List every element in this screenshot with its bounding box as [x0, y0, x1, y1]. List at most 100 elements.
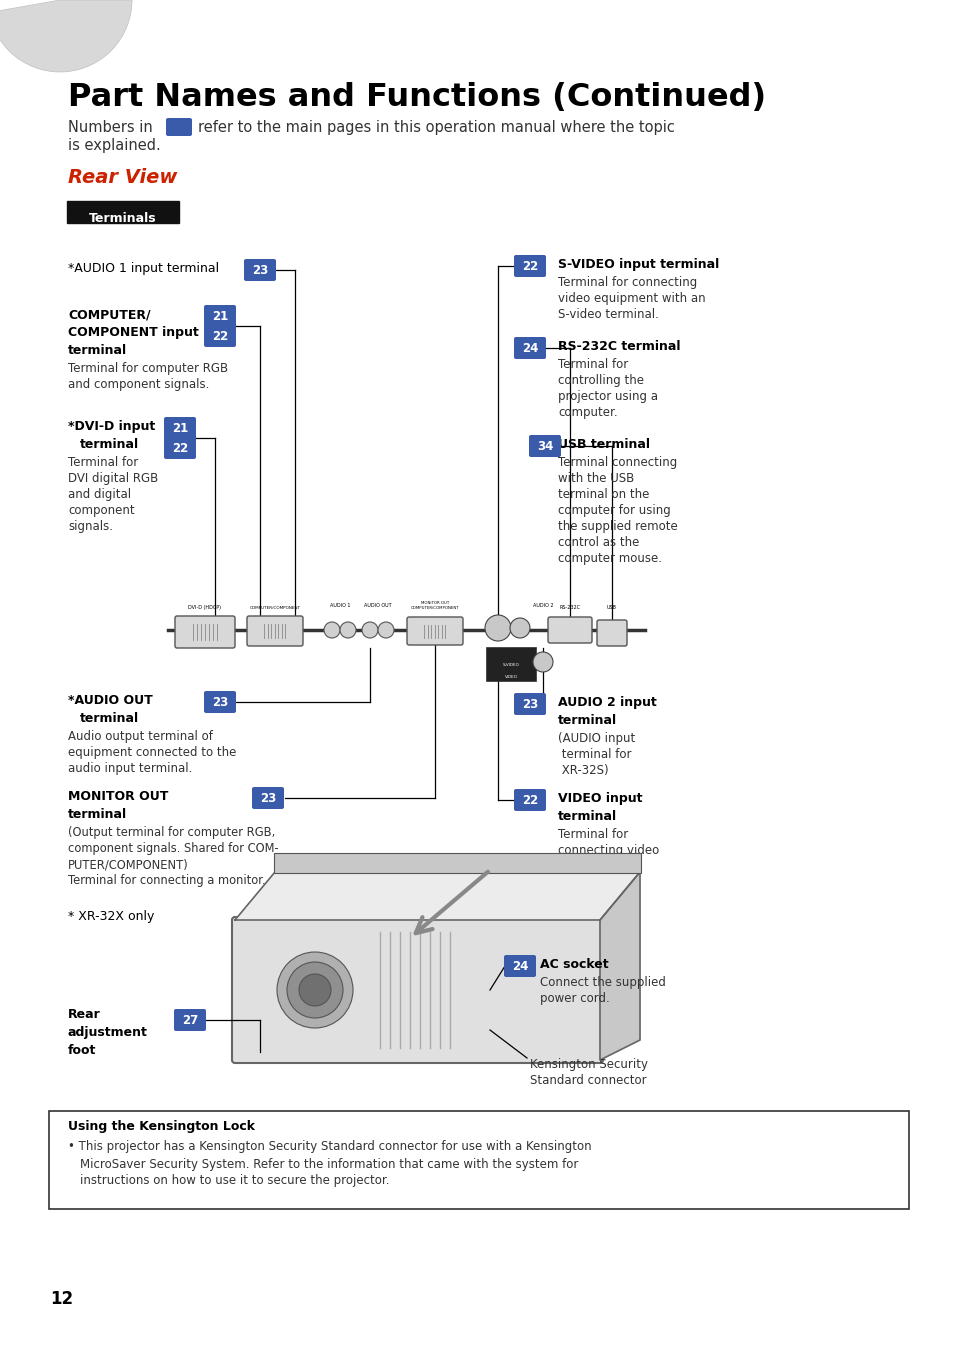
Text: 23: 23 — [252, 264, 268, 277]
Text: PUTER/COMPONENT): PUTER/COMPONENT) — [68, 859, 189, 871]
Text: AUDIO OUT: AUDIO OUT — [364, 603, 392, 608]
FancyBboxPatch shape — [164, 416, 195, 439]
Text: (AUDIO input: (AUDIO input — [558, 731, 635, 745]
Text: control as the: control as the — [558, 535, 639, 549]
Text: *DVI-D input: *DVI-D input — [68, 420, 155, 433]
Text: 24: 24 — [521, 342, 537, 354]
Text: MONITOR OUT
COMPUTER/COMPONENT: MONITOR OUT COMPUTER/COMPONENT — [410, 602, 458, 610]
FancyBboxPatch shape — [174, 617, 234, 648]
Text: *AUDIO OUT: *AUDIO OUT — [68, 694, 152, 707]
Text: power cord.: power cord. — [539, 992, 609, 1005]
Text: component: component — [68, 504, 134, 516]
Text: Terminal for connecting a monitor.: Terminal for connecting a monitor. — [68, 873, 265, 887]
FancyBboxPatch shape — [514, 694, 545, 715]
FancyBboxPatch shape — [252, 787, 284, 808]
Text: (Output terminal for computer RGB,: (Output terminal for computer RGB, — [68, 826, 275, 840]
Text: MicroSaver Security System. Refer to the information that came with the system f: MicroSaver Security System. Refer to the… — [80, 1159, 578, 1171]
Circle shape — [533, 652, 553, 672]
Text: 23: 23 — [212, 695, 228, 708]
Text: USB: USB — [606, 604, 617, 610]
Text: S-VIDEO input terminal: S-VIDEO input terminal — [558, 258, 719, 270]
Text: terminal on the: terminal on the — [558, 488, 649, 502]
Text: refer to the main pages in this operation manual where the topic: refer to the main pages in this operatio… — [198, 120, 674, 135]
Text: Using the Kensington Lock: Using the Kensington Lock — [68, 1119, 254, 1133]
Text: 22: 22 — [212, 330, 228, 342]
Circle shape — [276, 952, 353, 1028]
Text: DVI-D (HDCP): DVI-D (HDCP) — [189, 604, 221, 610]
Text: Kensington Security: Kensington Security — [530, 1059, 647, 1071]
Text: computer for using: computer for using — [558, 504, 670, 516]
Text: Terminal for: Terminal for — [558, 358, 628, 370]
FancyBboxPatch shape — [514, 256, 545, 277]
Text: terminal: terminal — [68, 808, 127, 821]
Text: and component signals.: and component signals. — [68, 379, 209, 391]
Text: 34: 34 — [537, 439, 553, 453]
Text: AUDIO 2: AUDIO 2 — [532, 603, 553, 608]
FancyBboxPatch shape — [244, 260, 275, 281]
Text: terminal: terminal — [68, 343, 127, 357]
Text: Terminal for: Terminal for — [68, 456, 138, 469]
Text: computer mouse.: computer mouse. — [558, 552, 661, 565]
FancyBboxPatch shape — [204, 306, 235, 327]
Text: 22: 22 — [521, 260, 537, 273]
Text: MONITOR OUT: MONITOR OUT — [68, 790, 168, 803]
Text: terminal for: terminal for — [558, 748, 631, 761]
Text: COMPUTER/: COMPUTER/ — [68, 308, 151, 320]
Polygon shape — [599, 872, 639, 1060]
FancyBboxPatch shape — [529, 435, 560, 457]
Text: 24: 24 — [511, 960, 528, 972]
FancyBboxPatch shape — [485, 648, 536, 681]
Text: AUDIO 2 input: AUDIO 2 input — [558, 696, 656, 708]
Text: Terminal for computer RGB: Terminal for computer RGB — [68, 362, 228, 375]
Circle shape — [324, 622, 339, 638]
FancyBboxPatch shape — [166, 118, 192, 137]
Text: VIDEO: VIDEO — [504, 675, 517, 679]
FancyBboxPatch shape — [49, 1111, 908, 1209]
FancyBboxPatch shape — [164, 437, 195, 458]
Text: component signals. Shared for COM-: component signals. Shared for COM- — [68, 842, 278, 854]
Text: Rear: Rear — [68, 1009, 101, 1021]
Text: terminal: terminal — [558, 810, 617, 823]
Text: connecting video: connecting video — [558, 844, 659, 857]
Text: 23: 23 — [259, 791, 275, 804]
Circle shape — [510, 618, 530, 638]
Text: 22: 22 — [172, 442, 188, 454]
Text: DVI digital RGB: DVI digital RGB — [68, 472, 158, 485]
Text: S-video terminal.: S-video terminal. — [558, 308, 659, 320]
FancyBboxPatch shape — [247, 617, 303, 646]
FancyBboxPatch shape — [67, 201, 179, 223]
Text: instructions on how to use it to secure the projector.: instructions on how to use it to secure … — [80, 1174, 389, 1187]
Text: Terminals: Terminals — [89, 212, 156, 224]
Text: Connect the supplied: Connect the supplied — [539, 976, 665, 990]
Text: VIDEO input: VIDEO input — [558, 792, 641, 804]
Text: and digital: and digital — [68, 488, 131, 502]
Text: RS-232C: RS-232C — [558, 604, 579, 610]
Circle shape — [339, 622, 355, 638]
Polygon shape — [234, 872, 639, 919]
Text: XR-32S): XR-32S) — [558, 764, 608, 777]
Text: 22: 22 — [521, 794, 537, 807]
FancyBboxPatch shape — [274, 853, 640, 873]
Text: terminal: terminal — [80, 713, 139, 725]
Text: Part Names and Functions (Continued): Part Names and Functions (Continued) — [68, 82, 765, 114]
Text: adjustment: adjustment — [68, 1026, 148, 1038]
Text: 23: 23 — [521, 698, 537, 711]
FancyBboxPatch shape — [204, 691, 235, 713]
FancyBboxPatch shape — [503, 955, 536, 977]
FancyBboxPatch shape — [514, 790, 545, 811]
Text: 21: 21 — [172, 422, 188, 434]
Text: with the USB: with the USB — [558, 472, 634, 485]
Text: RS-232C terminal: RS-232C terminal — [558, 339, 679, 353]
Text: COMPONENT input: COMPONENT input — [68, 326, 198, 339]
Text: computer.: computer. — [558, 406, 617, 419]
Text: COMPUTER/COMPONENT: COMPUTER/COMPONENT — [250, 606, 300, 610]
Text: is explained.: is explained. — [68, 138, 161, 153]
Text: audio input terminal.: audio input terminal. — [68, 763, 193, 775]
Text: *AUDIO 1 input terminal: *AUDIO 1 input terminal — [68, 262, 219, 274]
Text: AC socket: AC socket — [539, 959, 608, 971]
Text: S-VIDEO: S-VIDEO — [502, 662, 518, 667]
Text: Audio output terminal of: Audio output terminal of — [68, 730, 213, 744]
FancyBboxPatch shape — [173, 1009, 206, 1032]
FancyBboxPatch shape — [547, 617, 592, 644]
Text: Rear View: Rear View — [68, 168, 177, 187]
